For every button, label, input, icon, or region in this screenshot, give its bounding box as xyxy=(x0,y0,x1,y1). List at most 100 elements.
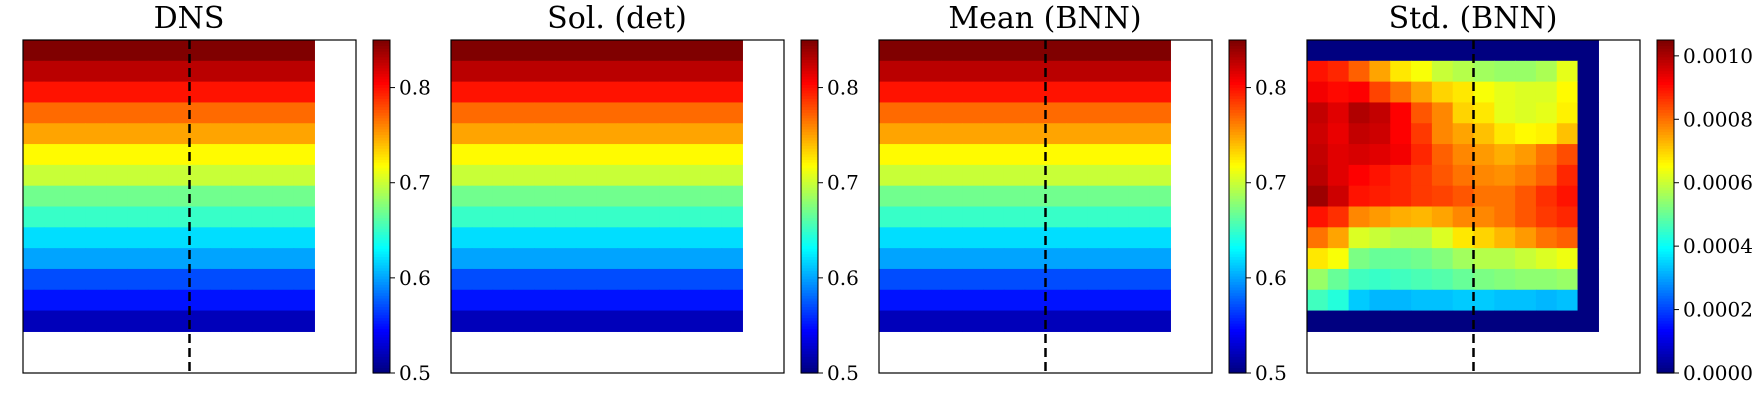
colorbar-segment xyxy=(1657,175,1674,180)
heatmap-cell xyxy=(272,144,295,166)
heatmap-cell xyxy=(1066,164,1088,187)
heatmap-cell xyxy=(1515,144,1537,166)
heatmap-cell xyxy=(1411,144,1433,166)
colorbar-segment xyxy=(373,214,390,219)
heatmap-cell xyxy=(85,268,107,291)
heatmap-cell xyxy=(272,60,295,83)
heatmap-cell xyxy=(492,289,515,312)
heatmap-cell xyxy=(1577,248,1599,270)
colorbar-segment xyxy=(1229,345,1246,349)
colorbar-segment xyxy=(373,242,390,246)
colorbar-segment xyxy=(1229,200,1246,205)
heatmap-cell xyxy=(700,40,723,62)
colorbar-segment xyxy=(1657,295,1674,299)
heatmap-cell xyxy=(679,248,702,270)
colorbar-segment xyxy=(373,67,390,72)
heatmap-cell xyxy=(168,248,191,270)
heatmap-cell xyxy=(1431,248,1454,270)
colorbar-segment xyxy=(801,317,818,321)
colorbar-segment xyxy=(1657,70,1674,74)
colorbar-segment xyxy=(801,95,818,99)
colorbar-segment xyxy=(1229,323,1246,327)
heatmap-cell xyxy=(1556,40,1579,62)
heatmap-cell xyxy=(1515,81,1537,104)
colorbar-segment xyxy=(1657,370,1674,374)
colorbar-segment xyxy=(1657,361,1674,366)
colorbar-segment xyxy=(1229,239,1246,244)
heatmap-cell xyxy=(1003,310,1026,332)
colorbar-segment xyxy=(373,367,390,371)
heatmap-cell xyxy=(721,289,743,312)
heatmap-cell xyxy=(106,268,128,291)
colorbar-segment xyxy=(801,212,818,216)
colorbar-segment xyxy=(1657,153,1674,158)
heatmap-cell xyxy=(1128,40,1151,62)
heatmap-cell xyxy=(638,164,660,187)
heatmap-cell xyxy=(231,60,253,83)
heatmap-cell xyxy=(64,310,87,332)
colorbar-segment xyxy=(1657,76,1674,80)
heatmap-cell xyxy=(1307,81,1329,104)
colorbar-segment xyxy=(373,64,390,69)
heatmap-cell xyxy=(1411,206,1433,228)
heatmap-cell xyxy=(879,144,901,166)
colorbar-tick-label: 0.5 xyxy=(399,361,431,385)
colorbar-segment xyxy=(373,303,390,308)
heatmap-cell xyxy=(534,81,556,104)
colorbar-segment xyxy=(801,245,818,249)
colorbar-segment xyxy=(1657,206,1674,210)
colorbar-segment xyxy=(801,89,818,94)
heatmap-cell xyxy=(513,40,535,62)
heatmap-cell xyxy=(1128,102,1151,124)
heatmap-cell xyxy=(1066,268,1088,291)
heatmap-cell xyxy=(513,60,535,83)
heatmap-cell xyxy=(513,102,535,124)
heatmap-cell xyxy=(1494,310,1516,332)
colorbar-segment xyxy=(801,131,818,135)
heatmap-cell xyxy=(983,164,1005,187)
colorbar-segment xyxy=(801,109,818,113)
heatmap-cell xyxy=(451,268,473,291)
heatmap-cell xyxy=(127,248,149,270)
heatmap-cell xyxy=(679,40,702,62)
colorbar-segment xyxy=(801,334,818,338)
colorbar-segment xyxy=(373,334,390,338)
heatmap-cell xyxy=(1369,102,1391,124)
heatmap-cell xyxy=(983,289,1005,312)
colorbar-segment xyxy=(801,120,818,124)
heatmap-cell xyxy=(700,206,723,228)
colorbar-segment xyxy=(1657,126,1674,130)
heatmap-cell xyxy=(210,185,232,208)
colorbar-segment xyxy=(1229,370,1246,374)
colorbar-segment xyxy=(373,228,390,233)
heatmap-cell xyxy=(1045,102,1067,124)
heatmap-cell xyxy=(1348,164,1371,187)
heatmap-cell xyxy=(941,102,963,124)
heatmap-cell xyxy=(941,60,963,83)
heatmap-cell xyxy=(638,81,660,104)
colorbar-segment xyxy=(1229,45,1246,49)
heatmap-cell xyxy=(513,268,535,291)
heatmap-cell xyxy=(983,185,1005,208)
heatmap-cell xyxy=(1390,81,1412,104)
colorbar-segment xyxy=(801,151,818,155)
heatmap-cell xyxy=(962,310,984,332)
heatmap-cell xyxy=(451,60,473,83)
heatmap-cell xyxy=(1535,289,1558,312)
heatmap-cell xyxy=(471,164,494,187)
colorbar-segment xyxy=(801,239,818,244)
heatmap-cell xyxy=(43,40,66,62)
heatmap-cell xyxy=(189,185,211,208)
heatmap-cell xyxy=(23,60,45,83)
heatmap-cell xyxy=(920,310,943,332)
heatmap-cell xyxy=(920,206,943,228)
colorbar-segment xyxy=(1657,228,1674,233)
heatmap-cell xyxy=(1066,310,1088,332)
heatmap-cell xyxy=(106,123,128,145)
heatmap-cell xyxy=(1045,123,1067,145)
colorbar-segment xyxy=(801,234,818,238)
colorbar-segment xyxy=(1229,81,1246,86)
heatmap-cell xyxy=(659,40,681,62)
heatmap-cell xyxy=(231,102,253,124)
heatmap-cell xyxy=(85,185,107,208)
